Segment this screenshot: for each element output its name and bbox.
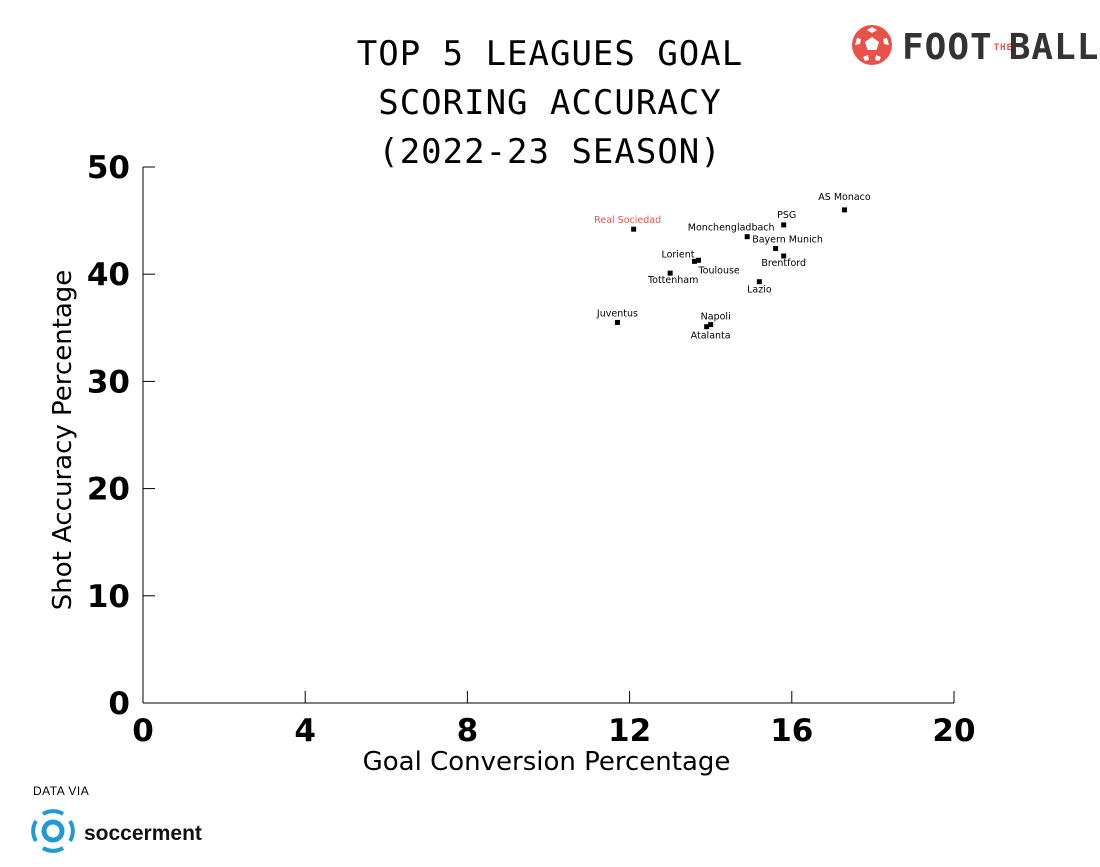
y-tick-label: 0 (108, 686, 130, 722)
y-axis-label: Shot Accuracy Percentage (48, 270, 78, 611)
data-point-marker (667, 270, 673, 276)
data-point-label: Napoli (701, 312, 731, 323)
data-point-marker (708, 322, 714, 328)
soccerment-logo-icon (30, 808, 76, 859)
data-point-label: PSG (777, 210, 796, 221)
data-point-label: Atalanta (691, 331, 731, 342)
data-points: AS Monaco PSG Real Sociedad Monchengladbach… (594, 192, 871, 342)
data-point-marker (744, 234, 750, 240)
data-point-marker (704, 324, 710, 330)
data-point-label: AS Monaco (818, 192, 871, 203)
y-tick-label: 40 (87, 257, 130, 293)
data-point-marker (781, 222, 787, 228)
data-point-marker (781, 253, 787, 259)
data-point-label: Real Sociedad (594, 215, 661, 226)
data-point-label: Monchengladbach (688, 223, 775, 234)
logo-text-foot: FOOT (902, 26, 993, 68)
x-tick-label: 20 (932, 713, 975, 749)
axes: 0 4 8 12 16 20 0 10 20 30 40 50 (87, 150, 976, 749)
chart-title-line-2: SCORING ACCURACY (378, 83, 722, 123)
x-axis-label: Goal Conversion Percentage (363, 747, 731, 777)
x-tick-label: 0 (132, 713, 154, 749)
data-point-marker (691, 258, 697, 264)
y-tick-label: 20 (87, 472, 130, 508)
football-icon (850, 23, 894, 72)
data-point-marker (614, 319, 620, 325)
data-point-marker (773, 245, 779, 251)
data-point-label: Lorient (661, 249, 694, 260)
logo-text-ball: BALL (1008, 26, 1100, 68)
soccerment-wordmark: soccerment (84, 821, 202, 845)
chart-title-line-1: TOP 5 LEAGUES GOAL (356, 34, 744, 74)
data-point-marker (696, 257, 702, 263)
data-point-label: Lazio (747, 285, 772, 296)
x-tick-label: 12 (608, 713, 651, 749)
x-tick-label: 8 (457, 713, 479, 749)
data-point-marker (631, 226, 637, 232)
data-point-label: Brentford (761, 258, 806, 269)
data-point-marker (842, 207, 848, 213)
logo-wordmark: FOOTTHEBALL (902, 27, 1099, 68)
chart-title: TOP 5 LEAGUES GOAL SCORING ACCURACY (202… (300, 30, 800, 177)
footheball-logo: FOOTTHEBALL (850, 24, 1099, 70)
y-tick-label: 10 (87, 579, 130, 615)
data-source-label: DATA VIA (33, 784, 90, 798)
data-point-label: Toulouse (697, 265, 739, 276)
data-point-label: Bayern Munich (752, 234, 823, 245)
data-point-label: Tottenham (647, 275, 698, 286)
y-tick-label: 50 (87, 150, 130, 186)
x-tick-label: 4 (294, 713, 316, 749)
data-point-label: Juventus (596, 308, 638, 319)
x-tick-label: 16 (770, 713, 813, 749)
chart-title-line-3: (2022-23 SEASON) (378, 132, 722, 172)
y-tick-label: 30 (87, 364, 130, 400)
soccerment-logo: soccerment (30, 808, 202, 859)
data-point-marker (756, 279, 762, 285)
logo-text-the: THE (993, 43, 1013, 53)
